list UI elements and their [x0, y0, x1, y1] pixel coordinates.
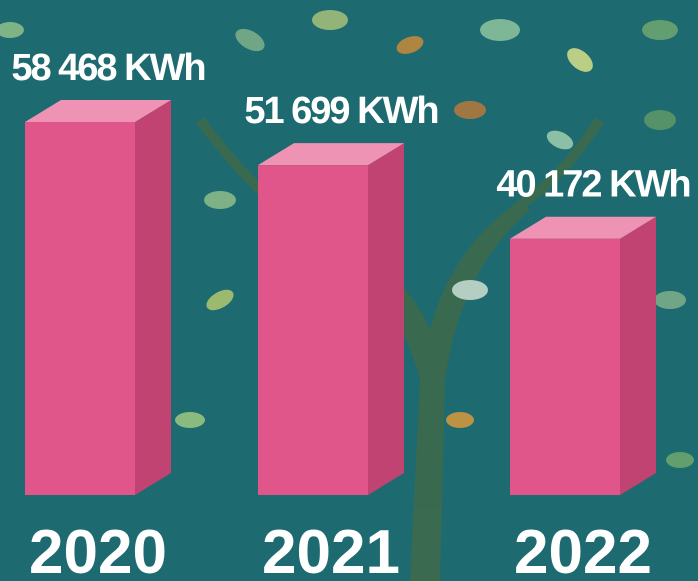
bar-top: [510, 216, 656, 239]
x-tick-label: 2021: [262, 518, 400, 581]
bar: [510, 238, 620, 495]
value-label: 51 699 KWh: [244, 90, 437, 132]
bar-side: [368, 143, 404, 495]
bar-side: [620, 216, 656, 495]
bar: [25, 122, 135, 495]
bar-top: [25, 100, 171, 122]
value-label: 40 172 KWh: [496, 164, 689, 206]
x-tick-label: 2020: [29, 518, 167, 581]
bar: [258, 165, 368, 495]
bar-side: [135, 100, 171, 495]
bar-top: [258, 143, 404, 166]
x-tick-label: 2022: [514, 518, 652, 581]
value-label: 58 468 KWh: [11, 47, 204, 89]
